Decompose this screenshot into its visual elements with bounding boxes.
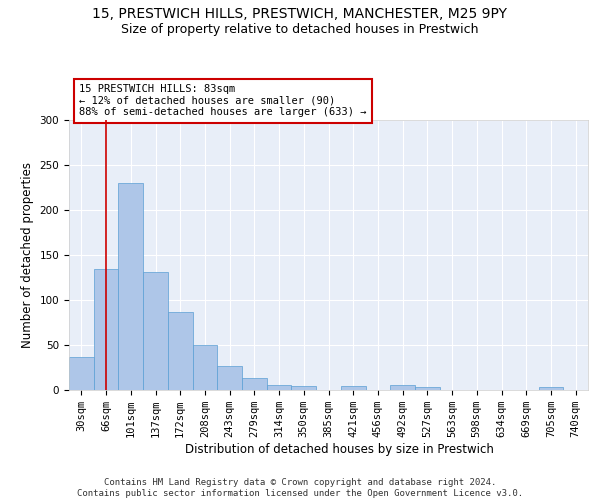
Text: 15, PRESTWICH HILLS, PRESTWICH, MANCHESTER, M25 9PY: 15, PRESTWICH HILLS, PRESTWICH, MANCHEST…: [92, 8, 508, 22]
Bar: [415, 388, 440, 390]
Bar: [168, 312, 193, 390]
Text: 15 PRESTWICH HILLS: 83sqm
← 12% of detached houses are smaller (90)
88% of semi-: 15 PRESTWICH HILLS: 83sqm ← 12% of detac…: [79, 84, 367, 117]
Bar: [390, 384, 415, 390]
Bar: [341, 386, 365, 390]
Bar: [217, 366, 242, 390]
Text: Size of property relative to detached houses in Prestwich: Size of property relative to detached ho…: [121, 22, 479, 36]
Bar: [94, 268, 118, 390]
Text: Distribution of detached houses by size in Prestwich: Distribution of detached houses by size …: [185, 442, 493, 456]
Bar: [143, 272, 168, 390]
Bar: [69, 356, 94, 390]
Bar: [118, 183, 143, 390]
Bar: [292, 386, 316, 390]
Y-axis label: Number of detached properties: Number of detached properties: [21, 162, 34, 348]
Bar: [242, 378, 267, 390]
Bar: [193, 345, 217, 390]
Bar: [539, 388, 563, 390]
Bar: [267, 384, 292, 390]
Text: Contains HM Land Registry data © Crown copyright and database right 2024.
Contai: Contains HM Land Registry data © Crown c…: [77, 478, 523, 498]
